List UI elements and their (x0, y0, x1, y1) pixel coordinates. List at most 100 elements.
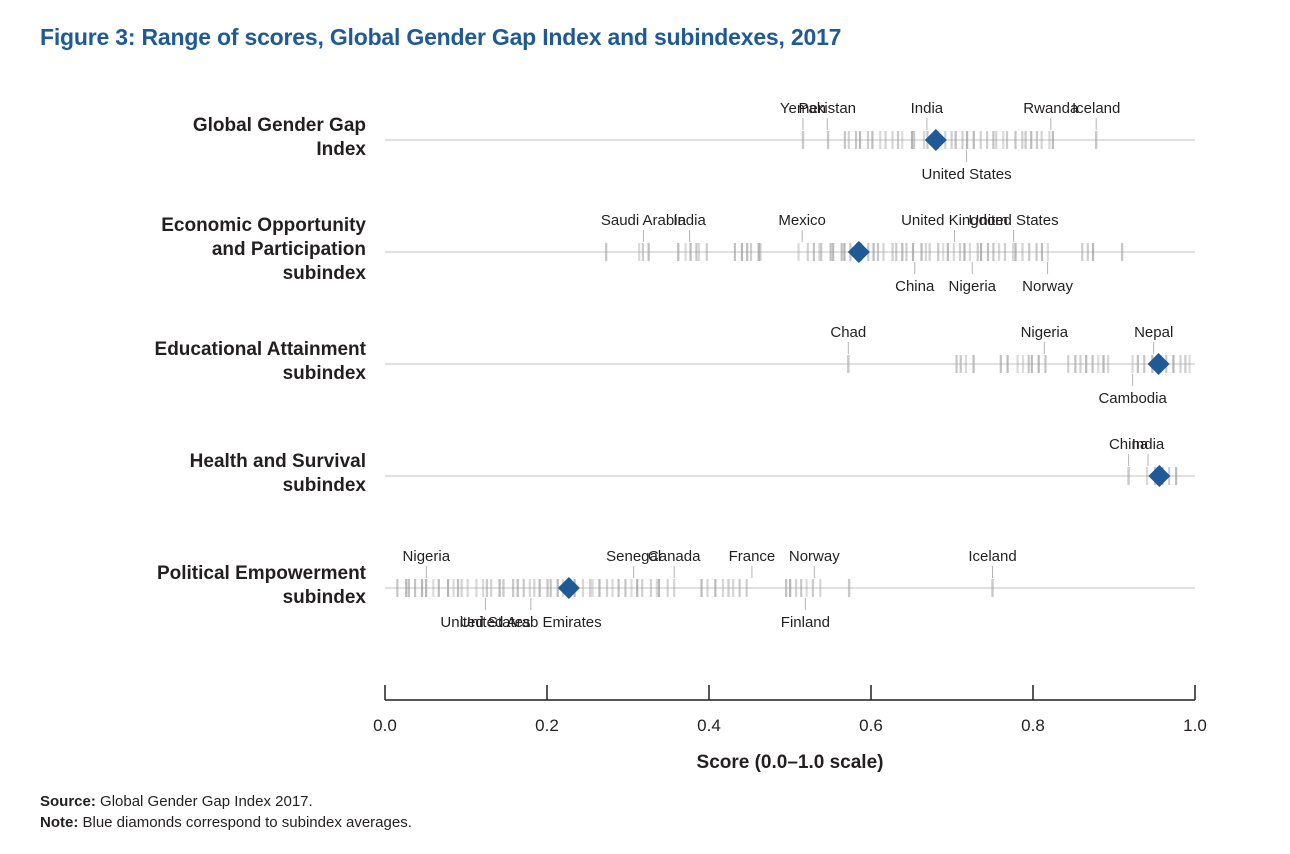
score-tick (1021, 243, 1024, 261)
score-tick (1003, 243, 1007, 261)
score-tick (905, 243, 908, 261)
score-tick (991, 579, 994, 597)
score-tick (604, 243, 608, 261)
score-tick (950, 131, 953, 149)
score-tick (740, 243, 744, 261)
average-diamond (924, 129, 947, 151)
score-tick (1006, 355, 1009, 373)
note-line: Note: Blue diamonds correspond to subind… (40, 812, 412, 833)
country-annotation: Norway (789, 548, 840, 565)
score-tick (913, 131, 916, 149)
country-annotation: Nigeria (948, 278, 996, 295)
score-tick (963, 243, 966, 261)
score-tick (1024, 131, 1027, 149)
score-tick (700, 579, 703, 597)
score-tick (414, 579, 417, 597)
score-tick (498, 579, 501, 597)
score-tick (647, 243, 650, 261)
score-tick (657, 579, 661, 597)
score-tick (1091, 355, 1094, 373)
country-annotation: United States (440, 614, 530, 631)
country-annotation: Pakistan (798, 100, 856, 117)
score-tick (1040, 131, 1043, 149)
score-tick (795, 579, 798, 597)
score-tick (843, 131, 846, 149)
score-tick (942, 243, 945, 261)
score-tick (733, 243, 737, 261)
score-tick (820, 243, 823, 261)
score-tick (1102, 355, 1105, 373)
score-tick (826, 131, 830, 149)
country-annotation: Rwanda (1023, 100, 1079, 117)
score-tick (847, 355, 850, 373)
score-tick (1145, 467, 1149, 485)
score-tick (749, 243, 753, 261)
score-tick (549, 579, 552, 597)
country-annotation: India (911, 100, 944, 117)
score-tick (928, 243, 931, 261)
score-tick (706, 579, 709, 597)
score-tick (829, 243, 832, 261)
country-annotation: India (1132, 436, 1165, 453)
score-tick (649, 579, 653, 597)
source-line: Source: Global Gender Gap Index 2017. (40, 791, 412, 812)
score-tick (879, 131, 882, 149)
country-annotation: India (673, 212, 706, 229)
score-tick (901, 243, 904, 261)
score-tick (746, 243, 749, 261)
score-tick (937, 243, 940, 261)
score-tick (1091, 243, 1095, 261)
score-tick (1048, 131, 1051, 149)
country-annotation: Chad (830, 324, 866, 341)
score-tick (961, 131, 964, 149)
note-label: Note: (40, 814, 79, 831)
x-tick-label: 0.4 (697, 716, 721, 735)
score-tick (1067, 355, 1070, 373)
score-tick (481, 579, 485, 597)
country-annotation: Canada (648, 548, 701, 565)
chart-title: Figure 3: Range of scores, Global Gender… (40, 24, 842, 50)
country-annotation: United Kingdom (901, 212, 1008, 229)
score-tick (910, 131, 914, 149)
score-tick (1014, 243, 1017, 261)
score-tick (636, 579, 639, 597)
score-tick (1086, 243, 1089, 261)
score-tick (591, 579, 594, 597)
score-tick (655, 579, 658, 597)
country-annotation: Iceland (968, 548, 1016, 565)
score-tick (1097, 355, 1100, 373)
score-tick (1035, 131, 1038, 149)
score-tick (955, 355, 958, 373)
country-annotation: United Arab Emirates (460, 614, 602, 631)
score-tick (958, 243, 962, 261)
score-tick (1002, 131, 1005, 149)
score-tick (546, 579, 549, 597)
score-tick (972, 355, 975, 373)
score-tick (979, 131, 982, 149)
score-tick (405, 579, 408, 597)
score-tick (425, 579, 428, 597)
score-tick (528, 579, 531, 597)
score-tick (420, 579, 424, 597)
score-tick (538, 579, 541, 597)
score-tick (727, 579, 730, 597)
row-label: Health and Survival subindex (189, 451, 366, 496)
score-tick (858, 131, 862, 149)
country-annotation: Yemen (780, 100, 826, 117)
average-diamond (557, 577, 580, 599)
x-axis-label: Score (0.0–1.0 scale) (697, 752, 884, 773)
score-tick (789, 579, 792, 597)
score-tick (959, 355, 962, 373)
average-diamond (847, 241, 870, 263)
score-tick (805, 579, 808, 597)
score-tick (911, 243, 915, 261)
score-tick (666, 579, 669, 597)
score-tick (797, 243, 800, 261)
score-tick (759, 243, 762, 261)
score-tick (896, 131, 900, 149)
score-tick (1027, 355, 1030, 373)
score-tick (812, 243, 815, 261)
score-tick (1127, 467, 1130, 485)
country-annotation: Nigeria (403, 548, 451, 565)
score-tick (630, 579, 633, 597)
